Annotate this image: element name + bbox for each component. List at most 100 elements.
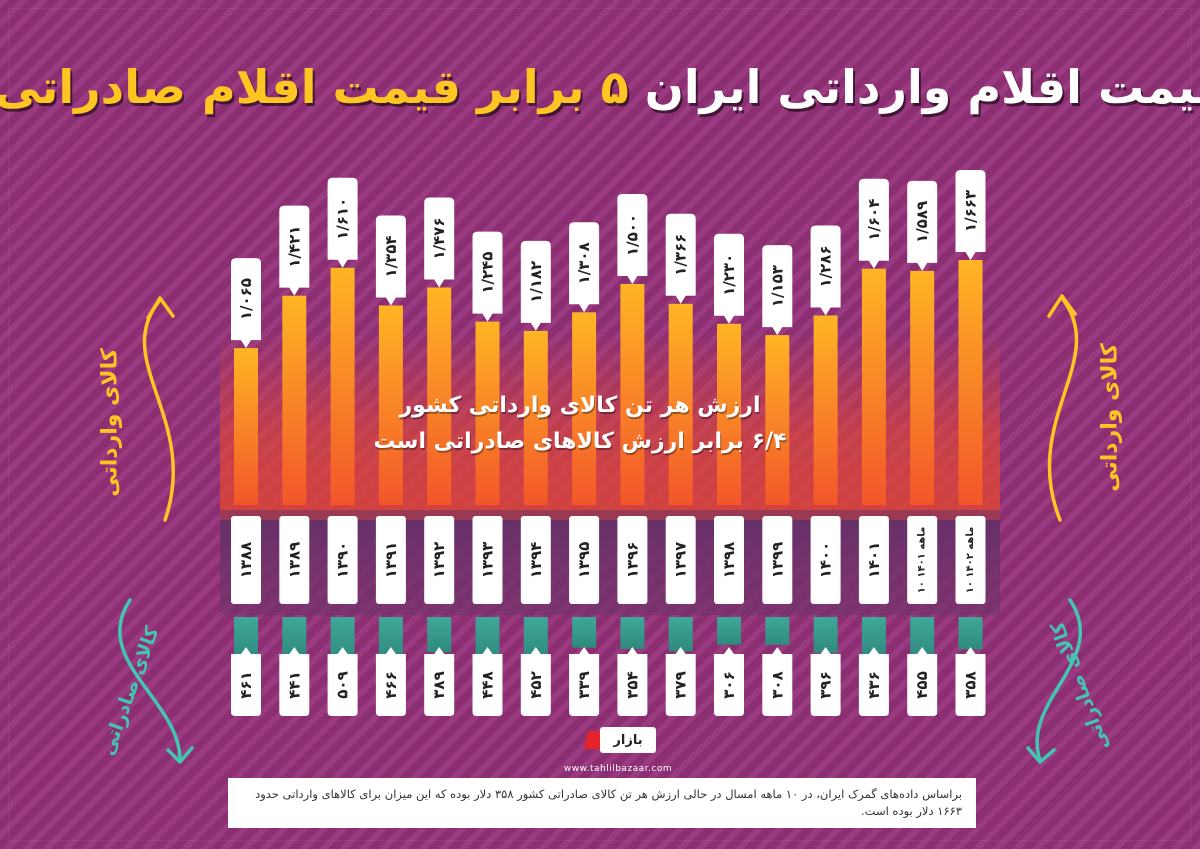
export-bar	[958, 617, 983, 650]
import-bar	[958, 260, 983, 505]
year-label: ۱۳۹۱	[382, 542, 400, 579]
year-label: ۱۳۸۹	[285, 542, 303, 579]
import-value-tag	[955, 170, 986, 260]
export-value-label: ۳۰۶	[720, 671, 738, 698]
year-label: ۱۳۹۰	[334, 542, 352, 579]
annotation-line2: ۶/۴ برابر ارزش کالاهای صادراتی است	[373, 429, 787, 454]
export-value-tag	[520, 647, 551, 716]
import-value-tag	[472, 231, 503, 322]
import-value-label: ۱/۳۵۴	[382, 235, 400, 277]
export-bar	[717, 617, 741, 645]
export-value-label: ۴۴۸	[479, 671, 497, 698]
right-import-arrow-icon	[1047, 296, 1079, 522]
left-export-arrow-icon	[118, 598, 182, 762]
logo-url[interactable]: www.tahlilbazaar.com	[563, 764, 673, 774]
year-tag	[569, 516, 600, 604]
export-bar	[668, 617, 693, 652]
year-label: ۱۳۹۸	[720, 542, 738, 579]
logo[interactable]: بازار www.tahlilbazaar.com	[548, 727, 688, 777]
import-bar	[330, 267, 355, 505]
import-value-label: ۱/۲۳۰	[720, 254, 738, 296]
year-label: ۱۳۹۶	[623, 542, 641, 579]
footer-text: براساس داده‌های گمرک ایران، در ۱۰ ماهه ا…	[255, 787, 962, 818]
export-value-label: ۳۷۹	[672, 671, 690, 698]
export-value-tag	[617, 647, 648, 716]
export-value-tag	[907, 647, 938, 716]
import-value-tag	[569, 222, 600, 313]
year-tag	[472, 516, 503, 604]
import-bar	[910, 270, 935, 505]
year-tag	[617, 516, 648, 604]
export-value-label: ۴۴۱	[285, 671, 303, 698]
export-value-tag	[279, 647, 310, 716]
export-value-label: ۳۵۴	[623, 671, 641, 698]
import-value-label: ۱/۶۱۰	[334, 198, 352, 240]
year-tag	[327, 516, 358, 604]
title: قیمت اقلام وارداتی ایران ۵ برابر قیمت اق…	[0, 52, 1200, 122]
import-value-label: ۱/۳۰۸	[575, 242, 593, 284]
year-tag	[810, 516, 841, 604]
import-bar	[572, 312, 597, 505]
import-value-label: ۱/۶۶۳	[962, 190, 980, 232]
export-value-tag	[858, 647, 889, 716]
import-bar	[234, 348, 258, 505]
export-value-label: ۴۶۶	[382, 671, 400, 698]
year-tag	[858, 516, 889, 604]
export-value-tag	[327, 647, 358, 716]
year-label: ۱۰ ماهه ۱۴۰۲	[965, 527, 976, 594]
year-tag	[762, 516, 793, 604]
year-tag	[714, 516, 744, 604]
year-tag	[424, 516, 455, 604]
import-bar	[765, 335, 790, 505]
import-value-label: ۱/۱۵۳	[768, 265, 786, 307]
import-bar	[861, 268, 886, 505]
import-bar	[717, 323, 741, 505]
import-value-label: ۱/۲۸۶	[817, 245, 835, 287]
import-bar	[668, 303, 693, 505]
year-tag	[907, 516, 938, 604]
year-label: ۱۴۰۱	[865, 542, 883, 579]
import-value-label: ۱/۲۴۵	[479, 252, 497, 294]
export-value-label: ۳۵۸	[962, 671, 980, 698]
year-tag	[665, 516, 696, 604]
right-import-label: کالای وارداتی	[1097, 343, 1123, 492]
year-label: ۱۴۰۰	[817, 542, 835, 579]
annotation-line1: ارزش هر تن کالای وارداتی کشور	[399, 393, 761, 418]
title-part1: قیمت اقلام وارداتی ایران	[644, 60, 1200, 114]
import-bar	[523, 330, 548, 505]
export-value-label: ۳۸۹	[430, 671, 448, 698]
import-value-tag	[810, 225, 841, 316]
left-import-arrow-icon-head	[146, 296, 175, 320]
export-value-label: ۴۵۲	[527, 671, 545, 698]
import-value-label: ۱/۰۶۵	[237, 278, 255, 320]
import-value-tag	[375, 215, 406, 306]
export-value-tag	[424, 647, 455, 716]
year-tag	[375, 516, 406, 604]
left-import-arrow-icon	[142, 298, 176, 522]
import-value-label: ۱/۴۲۱	[285, 226, 303, 268]
year-tag	[279, 516, 310, 604]
import-bar	[282, 295, 307, 505]
import-value-tag	[279, 205, 310, 296]
export-bar	[620, 617, 645, 649]
import-value-label: ۱/۳۶۶	[672, 234, 690, 276]
year-label: ۱۳۹۹	[768, 542, 786, 579]
export-value-label: ۳۹۶	[817, 671, 835, 698]
import-value-label: ۱/۱۸۲	[527, 261, 545, 303]
export-value-tag	[375, 647, 406, 716]
year-label: ۱۳۹۴	[527, 542, 545, 579]
export-value-tag	[231, 647, 261, 716]
import-bar	[475, 321, 500, 505]
import-value-tag	[520, 240, 551, 331]
import-bar	[620, 284, 645, 505]
import-value-label: ۱/۵۸۹	[913, 201, 931, 243]
import-value-tag	[231, 258, 261, 349]
title-part2: ۵ برابر قیمت اقلام صادراتی!	[0, 60, 630, 114]
year-label: ۱۳۹۳	[479, 542, 497, 579]
year-label: ۱۳۹۲	[430, 542, 448, 579]
export-value-tag	[665, 647, 696, 716]
export-value-label: ۴۳۶	[865, 671, 883, 698]
export-value-tag	[955, 647, 986, 716]
year-label: ۱۰ ماهه ۱۴۰۱	[917, 527, 928, 594]
